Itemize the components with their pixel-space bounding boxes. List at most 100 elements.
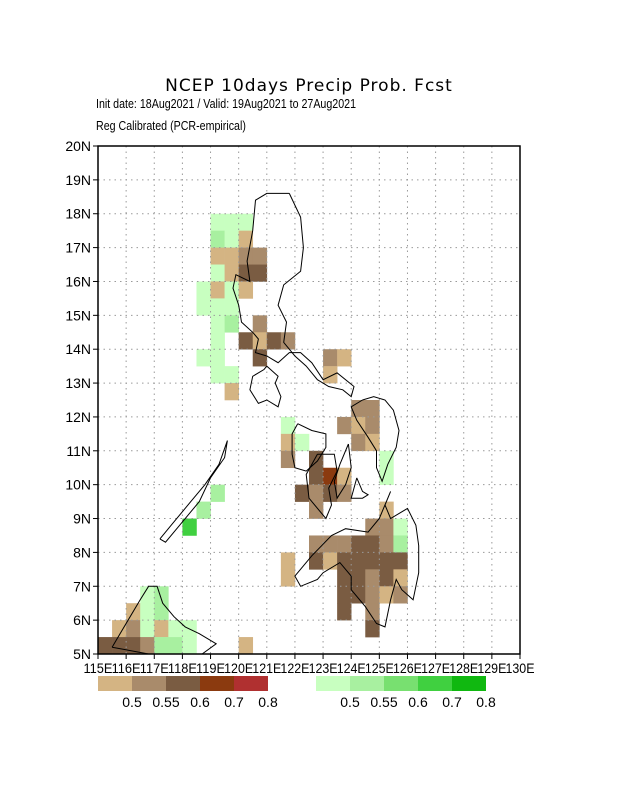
- probability-cell: [379, 518, 394, 536]
- lon-label: 117E: [140, 660, 169, 676]
- probability-cell: [365, 552, 380, 570]
- lon-label: 124E: [337, 660, 366, 676]
- probability-cell: [238, 637, 254, 655]
- probability-cell: [238, 230, 254, 248]
- probability-cell: [210, 247, 225, 265]
- coastline: [350, 396, 400, 483]
- probability-cell: [252, 349, 268, 367]
- legend-below-swatch: [166, 676, 200, 691]
- probability-cell: [224, 264, 239, 282]
- lat-label: 11N: [66, 443, 91, 459]
- probability-cells: [98, 213, 408, 655]
- probability-cell: [196, 501, 211, 519]
- probability-cell: [351, 416, 366, 435]
- probability-cell: [309, 467, 324, 485]
- probability-cell: [196, 349, 211, 367]
- probability-cell: [365, 400, 380, 418]
- map-frame: [97, 145, 521, 655]
- lat-label: 12N: [65, 409, 91, 425]
- legend-below-label: 0.5: [122, 694, 142, 710]
- probability-cell: [224, 315, 239, 333]
- probability-cell: [323, 366, 338, 384]
- legend-above-label: 0.6: [408, 694, 428, 710]
- lat-label: 16N: [65, 273, 91, 289]
- probability-cell: [379, 501, 394, 519]
- coastline: [333, 443, 352, 500]
- calibration-subtitle: Reg Calibrated (PCR-empirical): [96, 118, 246, 133]
- probability-cell: [323, 467, 338, 485]
- probability-cell: [140, 586, 155, 604]
- probability-cell: [309, 552, 324, 570]
- lat-label: 9N: [73, 511, 91, 527]
- init-valid-subtitle: Init date: 18Aug2021 / Valid: 19Aug2021 …: [96, 96, 357, 111]
- lat-label: 17N: [65, 240, 91, 256]
- lon-label: 125E: [365, 660, 394, 676]
- probability-cell: [393, 552, 408, 570]
- lat-label: 6N: [73, 612, 91, 628]
- legend-above-swatch: [418, 676, 452, 691]
- lat-label: 8N: [73, 544, 91, 560]
- probability-cell: [154, 603, 169, 621]
- lon-label: 129E: [477, 660, 506, 676]
- probability-cell: [365, 620, 380, 638]
- probability-cell: [140, 620, 155, 638]
- probability-cell: [280, 416, 296, 435]
- legend-below-swatch: [132, 676, 166, 691]
- probability-cell: [323, 535, 338, 553]
- probability-cell: [337, 603, 352, 621]
- probability-cell: [294, 433, 310, 452]
- probability-cell: [365, 416, 380, 435]
- probability-cell: [252, 315, 268, 333]
- lat-label: 10N: [65, 477, 91, 493]
- probability-cell: [154, 637, 169, 655]
- legend-below-normal: 0.5 0.55 0.6 0.7 0.8: [98, 676, 278, 710]
- probability-cell: [365, 569, 380, 587]
- probability-cell: [365, 586, 380, 604]
- map-title: NCEP 10days Precip Prob. Fcst: [165, 76, 453, 96]
- probability-cell: [351, 535, 366, 553]
- probability-cell: [309, 484, 324, 502]
- probability-cell: [294, 484, 310, 502]
- probability-cell: [154, 620, 169, 638]
- lat-label: 14N: [65, 341, 91, 357]
- longitude-labels: 115E 116E 117E 118E 119E 120E 121E 122E 123E 124E…: [84, 654, 535, 676]
- probability-cell: [140, 637, 155, 655]
- legend-above-label: 0.8: [476, 694, 496, 710]
- probability-cell: [379, 450, 394, 469]
- probability-cell: [309, 501, 324, 519]
- probability-cell: [210, 213, 225, 231]
- probability-cell: [98, 637, 113, 655]
- legend-above-label: 0.7: [442, 694, 462, 710]
- probability-cell: [379, 569, 394, 587]
- legend-below-label: 0.55: [152, 694, 179, 710]
- coastline: [305, 453, 338, 520]
- probability-cell: [323, 349, 338, 367]
- probability-cell: [224, 281, 239, 299]
- probability-cell: [379, 467, 394, 485]
- lon-label: 118E: [168, 660, 197, 676]
- probability-cell: [238, 247, 254, 265]
- lon-label: 128E: [449, 660, 478, 676]
- probability-cell: [252, 247, 268, 265]
- lat-label: 7N: [73, 578, 91, 594]
- lon-label: 126E: [393, 660, 422, 676]
- coastline: [232, 192, 355, 398]
- lat-label: 18N: [65, 206, 91, 222]
- probability-cell: [210, 264, 225, 282]
- probability-cell: [379, 535, 394, 553]
- legend-above-label: 0.55: [370, 694, 397, 710]
- lon-label: 120E: [224, 660, 253, 676]
- probability-cell: [210, 230, 225, 248]
- legend-above-swatch: [452, 676, 486, 691]
- lat-label: 20N: [65, 138, 91, 154]
- legend-below-label: 0.7: [224, 694, 244, 710]
- probability-cell: [210, 281, 225, 299]
- probability-cell: [210, 366, 225, 384]
- probability-cell: [238, 213, 254, 231]
- probability-cell: [224, 230, 239, 248]
- coastline: [291, 423, 327, 472]
- probability-cell: [393, 518, 408, 536]
- lon-label: 122E: [280, 660, 309, 676]
- probability-cell: [337, 484, 352, 502]
